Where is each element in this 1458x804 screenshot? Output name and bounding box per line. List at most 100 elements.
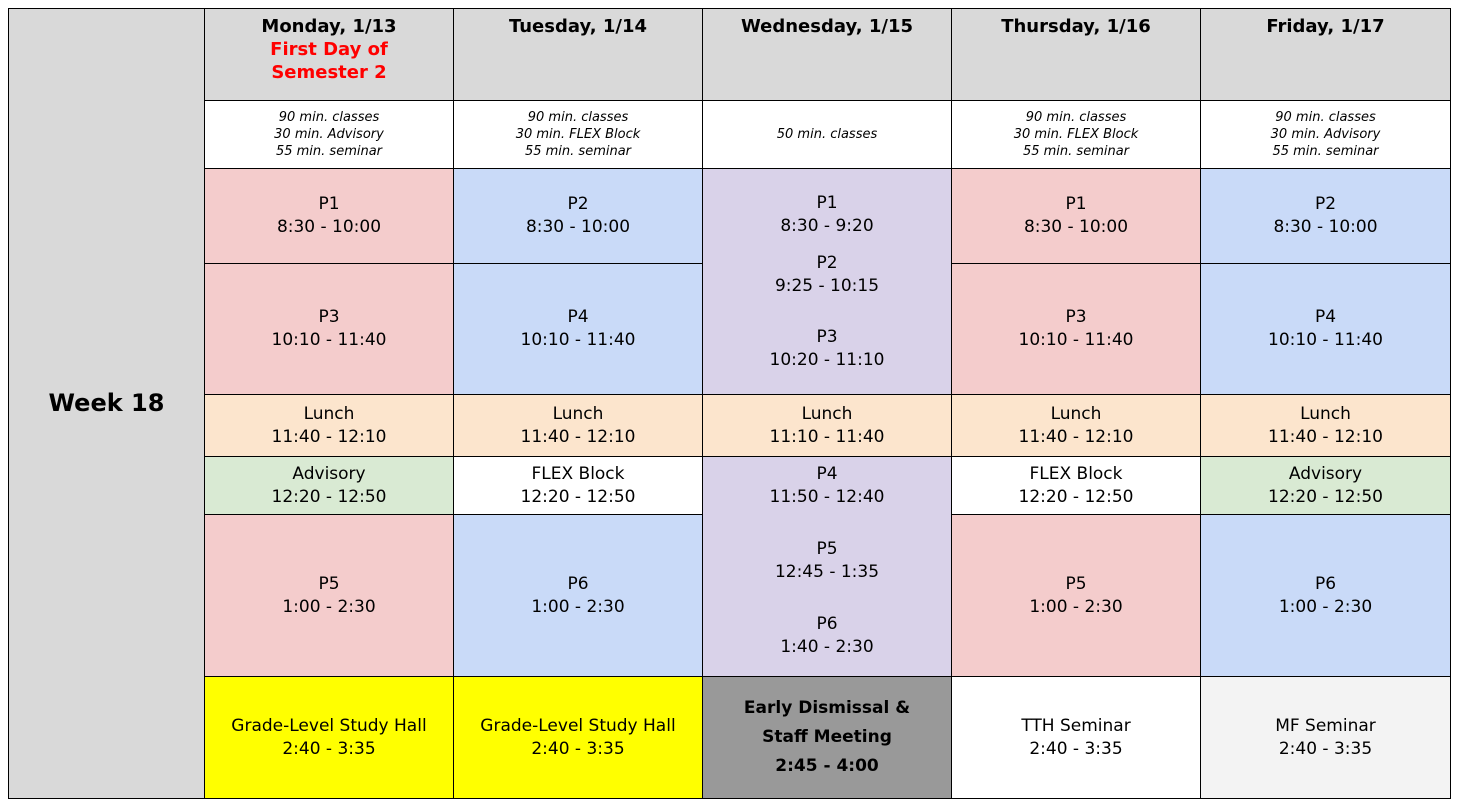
study-hall-cell: Grade-Level Study Hall 2:40 - 3:35 — [453, 676, 703, 799]
note-line: 90 min. classes — [1275, 110, 1376, 125]
day-notes-wednesday: 50 min. classes — [702, 100, 952, 169]
bell-schedule-table: Week 18 Monday, 1/13 First Day of Semest… — [8, 8, 1451, 799]
note-line: 30 min. Advisory — [1270, 127, 1381, 142]
day-header-tuesday: Tuesday, 1/14 — [453, 8, 703, 101]
period-label: P1 — [816, 192, 838, 213]
lunch-row: Lunch 11:40 - 12:10 Lunch 11:40 - 12:10 … — [9, 394, 1451, 457]
period-label: P6 — [816, 614, 838, 634]
period-cell: P2 8:30 - 10:00 — [1200, 168, 1451, 264]
lunch-cell: Lunch 11:10 - 11:40 — [702, 394, 952, 457]
semester-note-line1: First Day of — [270, 39, 388, 60]
block2-row: P3 10:10 - 11:40 P4 10:10 - 11:40 P3 10:… — [9, 263, 1451, 395]
period-label: Lunch — [1300, 403, 1351, 424]
period-time: 12:20 - 12:50 — [520, 486, 636, 507]
period-time: 1:00 - 2:30 — [1029, 596, 1123, 617]
period-time: 12:20 - 12:50 — [271, 486, 387, 507]
advisory-cell: Advisory 12:20 - 12:50 — [1200, 456, 1451, 515]
day-notes-tuesday: 90 min. classes 30 min. FLEX Block 55 mi… — [453, 100, 703, 169]
period-label: P3 — [318, 307, 340, 327]
period-time: 11:10 - 11:40 — [769, 426, 885, 447]
period-label: P2 — [567, 194, 589, 214]
period-time: 9:25 - 10:15 — [774, 275, 880, 296]
period-time: 10:20 - 11:10 — [769, 349, 885, 370]
period-cell: P4 10:10 - 11:40 — [453, 263, 703, 395]
lunch-cell: Lunch 11:40 - 12:10 — [204, 394, 454, 457]
seminar-cell: MF Seminar 2:40 - 3:35 — [1200, 676, 1451, 799]
period-label: P3 — [816, 326, 838, 347]
day-title: Wednesday, 1/15 — [740, 16, 914, 37]
block1-row: P1 8:30 - 10:00 P2 8:30 - 10:00 P1 8:30 … — [9, 168, 1451, 395]
period-time: 8:30 - 9:20 — [780, 215, 874, 236]
day-title: Thursday, 1/16 — [1001, 16, 1151, 37]
note-line: 50 min. classes — [776, 127, 878, 142]
lunch-cell: Lunch 11:40 - 12:10 — [1200, 394, 1451, 457]
period-label: P5 — [816, 539, 838, 559]
spacer — [707, 298, 947, 326]
flex-block-cell: FLEX Block 12:20 - 12:50 — [453, 456, 703, 515]
period-time: 2:40 - 3:35 — [1029, 738, 1123, 759]
wednesday-morning-periods: P1 8:30 - 9:20 P2 9:25 - 10:15 P3 10:20 … — [702, 168, 952, 395]
period-label: P4 — [567, 307, 589, 327]
seminar-cell: TTH Seminar 2:40 - 3:35 — [951, 676, 1201, 799]
period-cell: P6 1:00 - 2:30 — [453, 514, 703, 677]
period-time: 2:40 - 3:35 — [282, 738, 376, 759]
note-line: 55 min. seminar — [524, 144, 632, 159]
note-line: 90 min. classes — [527, 110, 629, 125]
advisory-cell: Advisory 12:20 - 12:50 — [204, 456, 454, 515]
period-cell: P3 10:10 - 11:40 — [951, 263, 1201, 395]
day-header-friday: Friday, 1/17 — [1200, 8, 1451, 101]
note-line: 55 min. seminar — [1022, 144, 1130, 159]
day-title: Tuesday, 1/14 — [508, 16, 648, 37]
early-dismissal-cell: Early Dismissal & Staff Meeting 2:45 - 4… — [702, 676, 952, 799]
period-label: P6 — [567, 573, 589, 594]
block3-row: P5 1:00 - 2:30 P6 1:00 - 2:30 P5 1:00 - … — [9, 514, 1451, 677]
period-time: 1:00 - 2:30 — [1278, 596, 1373, 617]
header-row: Week 18 Monday, 1/13 First Day of Semest… — [8, 8, 1451, 799]
note-line: 30 min. FLEX Block — [1013, 127, 1139, 142]
period-time: 1:40 - 2:30 — [780, 637, 874, 657]
note-line: 30 min. FLEX Block — [515, 127, 641, 142]
period-cell: P4 10:10 - 11:40 — [1200, 263, 1451, 395]
period-label: Advisory — [1288, 463, 1363, 484]
spacer — [707, 509, 947, 538]
period-time: 2:40 - 3:35 — [531, 738, 625, 759]
period-time: 10:10 - 11:40 — [1018, 330, 1134, 350]
period-time: 8:30 - 10:00 — [1273, 217, 1378, 237]
period-time: 8:30 - 10:00 — [276, 217, 382, 237]
period-label: P5 — [1065, 573, 1087, 594]
period-time: 10:10 - 11:40 — [520, 330, 636, 350]
midday-row: Advisory 12:20 - 12:50 FLEX Block 12:20 … — [9, 456, 1451, 677]
period-label: Early Dismissal & — [743, 698, 911, 718]
period-time: 8:30 - 10:00 — [525, 217, 631, 237]
period-label: Grade-Level Study Hall — [231, 715, 427, 736]
period-time: 1:00 - 2:30 — [531, 596, 625, 617]
period-time: 1:00 - 2:30 — [282, 596, 376, 617]
seminar-row: Grade-Level Study Hall 2:40 - 3:35 Grade… — [9, 676, 1451, 799]
period-cell: P1 8:30 - 10:00 — [951, 168, 1201, 264]
period-label: Advisory — [292, 463, 366, 484]
period-cell: P6 1:00 - 2:30 — [1200, 514, 1451, 677]
day-notes-friday: 90 min. classes 30 min. Advisory 55 min.… — [1200, 100, 1451, 169]
note-line: 55 min. seminar — [275, 144, 383, 159]
lunch-cell: Lunch 11:40 - 12:10 — [453, 394, 703, 457]
period-time: 2:45 - 4:00 — [775, 756, 879, 776]
period-time: 12:45 - 1:35 — [774, 562, 880, 582]
note-line: 30 min. Advisory — [274, 127, 384, 142]
period-cell: P1 8:30 - 10:00 — [204, 168, 454, 264]
day-header-wednesday: Wednesday, 1/15 — [702, 8, 952, 101]
period-time: 11:40 - 12:10 — [520, 426, 636, 447]
period-cell: P3 10:10 - 11:40 — [204, 263, 454, 395]
wednesday-afternoon-periods: P4 11:50 - 12:40 P5 12:45 - 1:35 P6 1:40… — [702, 456, 952, 677]
period-label: P1 — [318, 194, 340, 214]
period-time: 12:20 - 12:50 — [1268, 486, 1383, 507]
period-time: 11:40 - 12:10 — [1018, 426, 1134, 447]
day-notes-monday: 90 min. classes 30 min. Advisory 55 min.… — [204, 100, 454, 169]
period-cell: P2 8:30 - 10:00 — [453, 168, 703, 264]
note-line: 90 min. classes — [278, 110, 380, 125]
period-time: 2:40 - 3:35 — [1278, 738, 1373, 759]
period-time: 10:10 - 11:40 — [1268, 330, 1383, 350]
day-title: Monday, 1/13 — [261, 16, 397, 37]
study-hall-cell: Grade-Level Study Hall 2:40 - 3:35 — [204, 676, 454, 799]
period-time: 8:30 - 10:00 — [1023, 217, 1129, 237]
period-label: Grade-Level Study Hall — [480, 715, 676, 736]
